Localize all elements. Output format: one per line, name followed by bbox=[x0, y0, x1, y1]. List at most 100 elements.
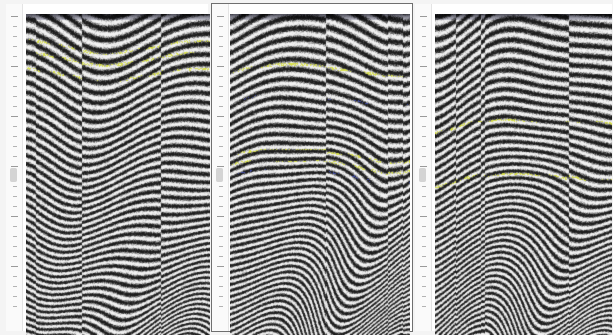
depth-tick bbox=[219, 136, 223, 137]
depth-tick bbox=[13, 286, 17, 287]
depth-tick bbox=[219, 126, 223, 127]
scroll-grip[interactable] bbox=[419, 168, 426, 182]
depth-tick bbox=[219, 296, 223, 297]
depth-tick bbox=[11, 216, 18, 217]
depth-tick bbox=[219, 256, 223, 257]
depth-tick bbox=[219, 156, 223, 157]
depth-tick bbox=[422, 146, 426, 147]
depth-tick bbox=[422, 46, 426, 47]
depth-tick bbox=[13, 206, 17, 207]
depth-tick bbox=[422, 126, 426, 127]
depth-tick bbox=[219, 26, 223, 27]
depth-tick bbox=[422, 236, 426, 237]
seismic-panel-right[interactable] bbox=[415, 4, 612, 335]
scroll-grip[interactable] bbox=[10, 168, 17, 182]
depth-tick bbox=[422, 136, 426, 137]
depth-tick bbox=[219, 306, 223, 307]
depth-tick bbox=[11, 166, 18, 167]
depth-tick bbox=[422, 56, 426, 57]
depth-tick bbox=[219, 276, 223, 277]
depth-tick bbox=[13, 226, 17, 227]
depth-tick bbox=[420, 266, 427, 267]
depth-tick bbox=[219, 76, 223, 77]
depth-tick bbox=[219, 46, 223, 47]
depth-tick bbox=[13, 156, 17, 157]
depth-tick bbox=[217, 216, 224, 217]
depth-tick bbox=[422, 26, 426, 27]
depth-tick bbox=[217, 66, 224, 67]
depth-tick bbox=[219, 206, 223, 207]
depth-tick bbox=[219, 226, 223, 227]
depth-tick bbox=[420, 166, 427, 167]
depth-tick bbox=[13, 136, 17, 137]
depth-tick bbox=[219, 186, 223, 187]
depth-tick bbox=[219, 196, 223, 197]
depth-tick bbox=[219, 146, 223, 147]
depth-tick bbox=[422, 196, 426, 197]
depth-tick bbox=[13, 246, 17, 247]
depth-tick bbox=[422, 96, 426, 97]
depth-tick bbox=[13, 106, 17, 107]
depth-tick bbox=[13, 96, 17, 97]
depth-tick bbox=[11, 266, 18, 267]
depth-tick bbox=[219, 246, 223, 247]
depth-tick bbox=[422, 36, 426, 37]
depth-tick bbox=[11, 66, 18, 67]
depth-tick bbox=[13, 26, 17, 27]
depth-tick bbox=[13, 306, 17, 307]
depth-tick bbox=[420, 66, 427, 67]
depth-tick bbox=[219, 86, 223, 87]
depth-tick bbox=[217, 266, 224, 267]
depth-tick bbox=[11, 116, 18, 117]
depth-tick bbox=[422, 186, 426, 187]
depth-tick bbox=[13, 126, 17, 127]
depth-tick bbox=[13, 86, 17, 87]
depth-tick bbox=[13, 76, 17, 77]
depth-tick bbox=[422, 286, 426, 287]
depth-ruler bbox=[212, 4, 229, 331]
depth-tick bbox=[420, 16, 427, 17]
depth-tick bbox=[217, 16, 224, 17]
depth-tick bbox=[219, 286, 223, 287]
depth-tick bbox=[422, 156, 426, 157]
depth-tick bbox=[13, 146, 17, 147]
depth-tick bbox=[13, 46, 17, 47]
depth-tick bbox=[11, 16, 18, 17]
depth-tick bbox=[13, 56, 17, 57]
depth-tick bbox=[422, 246, 426, 247]
depth-tick bbox=[219, 56, 223, 57]
depth-tick bbox=[13, 186, 17, 187]
depth-tick bbox=[420, 216, 427, 217]
depth-tick bbox=[219, 106, 223, 107]
seismic-section-middle[interactable] bbox=[230, 14, 410, 335]
depth-tick bbox=[13, 256, 17, 257]
depth-tick bbox=[219, 36, 223, 37]
depth-tick bbox=[13, 276, 17, 277]
depth-tick bbox=[422, 226, 426, 227]
depth-tick bbox=[13, 296, 17, 297]
depth-tick bbox=[217, 166, 224, 167]
depth-tick bbox=[13, 236, 17, 237]
depth-tick bbox=[422, 86, 426, 87]
depth-tick bbox=[422, 256, 426, 257]
depth-tick bbox=[422, 106, 426, 107]
scroll-grip[interactable] bbox=[216, 168, 223, 182]
depth-tick bbox=[420, 116, 427, 117]
seismic-section-right[interactable] bbox=[435, 14, 612, 335]
seismic-section-left[interactable] bbox=[26, 14, 210, 335]
depth-tick bbox=[422, 296, 426, 297]
depth-tick bbox=[422, 306, 426, 307]
depth-tick bbox=[13, 36, 17, 37]
depth-tick bbox=[422, 76, 426, 77]
depth-tick bbox=[422, 276, 426, 277]
depth-ruler bbox=[415, 4, 432, 331]
seismic-panel-middle[interactable] bbox=[211, 3, 413, 335]
depth-tick bbox=[219, 236, 223, 237]
depth-tick bbox=[219, 96, 223, 97]
depth-ruler bbox=[6, 4, 23, 331]
seismic-panel-left[interactable] bbox=[6, 4, 210, 335]
depth-tick bbox=[217, 116, 224, 117]
depth-tick bbox=[13, 196, 17, 197]
depth-tick bbox=[422, 206, 426, 207]
